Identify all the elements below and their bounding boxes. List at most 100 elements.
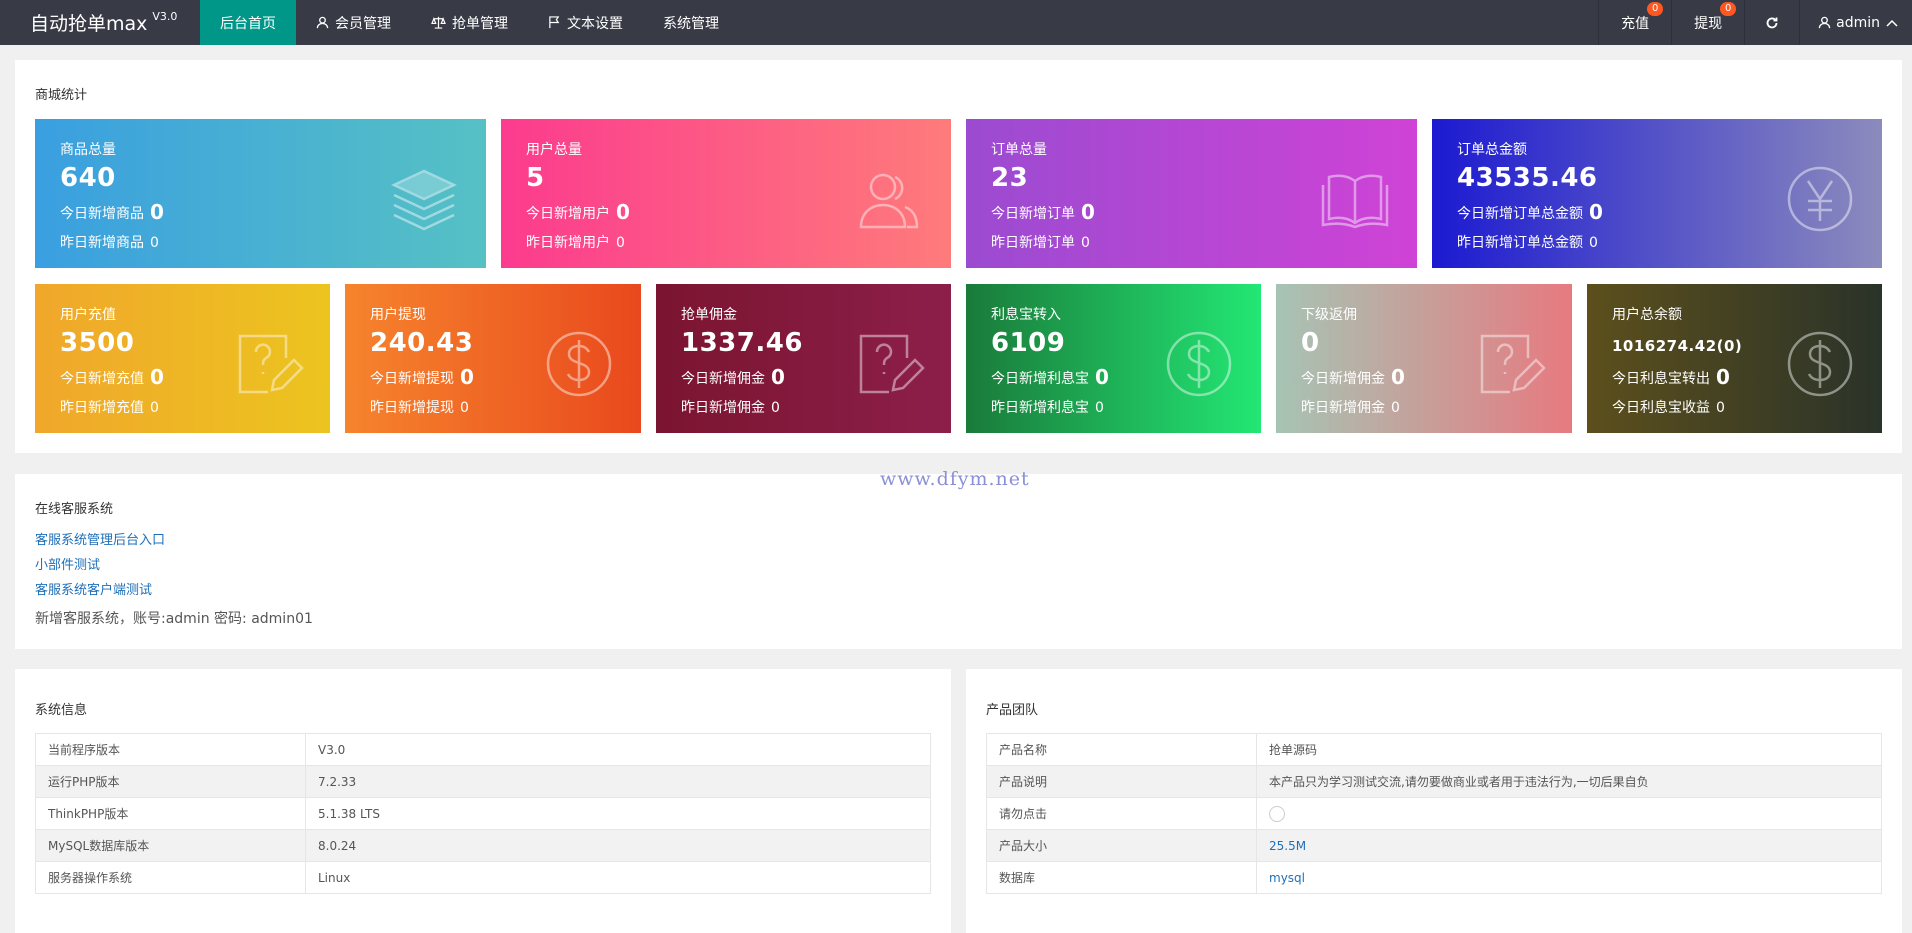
table-value: Linux: [305, 861, 931, 894]
card-yesterday: 今日利息宝收益 0: [1612, 397, 1725, 417]
nav-members[interactable]: 会员管理: [296, 0, 411, 45]
stat-card-subordinate: 下级返佣 0 今日新增佣金 0 昨日新增佣金 0: [1276, 284, 1572, 433]
yesterday-value: 0: [150, 400, 159, 416]
yen-icon: [1787, 166, 1853, 232]
stat-card-users: 用户总量 5 今日新增用户 0 昨日新增用户 0: [501, 119, 951, 268]
nav-home[interactable]: 后台首页: [200, 0, 296, 45]
table-row: 当前程序版本 V3.0: [35, 733, 931, 766]
user-menu[interactable]: admin: [1799, 0, 1912, 45]
main-nav: 后台首页 会员管理 抢单管理 文本设置 系统管理: [200, 0, 739, 45]
user-icon: [1818, 16, 1831, 29]
yesterday-label: 昨日新增提现: [370, 400, 454, 416]
table-key: 服务器操作系统: [35, 861, 306, 894]
question-edit-icon: [238, 334, 304, 394]
today-label: 今日新增佣金: [681, 371, 765, 387]
card-yesterday: 昨日新增充值 0: [60, 397, 159, 417]
table-value: 5.1.38 LTS: [305, 797, 931, 830]
stat-card-commission: 抢单佣金 1337.46 今日新增佣金 0 昨日新增佣金 0: [656, 284, 951, 433]
card-yesterday: 昨日新增订单总金额 0: [1457, 232, 1598, 252]
recharge-button[interactable]: 充值 0: [1598, 0, 1671, 45]
today-label: 今日新增利息宝: [991, 371, 1089, 387]
yesterday-value: 0: [1716, 400, 1725, 416]
card-label: 用户提现: [370, 307, 426, 323]
nav-home-label: 后台首页: [220, 15, 276, 32]
flag-icon: [548, 16, 561, 29]
table-row: MySQL数据库版本 8.0.24: [35, 829, 931, 862]
card-value: 240.43: [370, 328, 474, 358]
today-label: 今日新增商品: [60, 206, 144, 222]
withdraw-badge: 0: [1720, 2, 1737, 16]
card-value: 1016274.42(0): [1612, 337, 1743, 355]
today-value: 0: [460, 365, 474, 389]
dollar-icon: [1787, 331, 1853, 397]
nav-system-label: 系统管理: [663, 15, 719, 32]
stat-card-products: 商品总量 640 今日新增商品 0 昨日新增商品 0: [35, 119, 486, 268]
table-key: ThinkPHP版本: [35, 797, 306, 830]
widget-test-link[interactable]: 小部件测试: [35, 558, 101, 573]
product-size-link[interactable]: 25.5M: [1269, 838, 1307, 853]
card-label: 用户总余额: [1612, 307, 1682, 323]
card-yesterday: 昨日新增订单 0: [991, 232, 1090, 252]
stat-card-interest-in: 利息宝转入 6109 今日新增利息宝 0 昨日新增利息宝 0: [966, 284, 1261, 433]
nav-orders[interactable]: 抢单管理: [411, 0, 528, 45]
recharge-label: 充值: [1621, 15, 1650, 32]
table-key: 当前程序版本: [35, 733, 306, 766]
card-value: 640: [60, 163, 116, 193]
card-label: 用户充值: [60, 307, 116, 323]
table-value: 8.0.24: [305, 829, 931, 862]
chevron-up-icon: [1886, 19, 1898, 27]
withdraw-button[interactable]: 提现 0: [1671, 0, 1744, 45]
nav-text-settings[interactable]: 文本设置: [528, 0, 643, 45]
withdraw-label: 提现: [1694, 15, 1723, 32]
card-yesterday: 昨日新增提现 0: [370, 397, 469, 417]
user-icon: [316, 16, 329, 29]
service-admin-link[interactable]: 客服系统管理后台入口: [35, 533, 166, 548]
card-value: 43535.46: [1457, 163, 1598, 193]
today-value: 0: [616, 200, 630, 224]
table-value: V3.0: [305, 733, 931, 766]
today-value: 0: [1589, 200, 1603, 224]
app-version: V3.0: [152, 10, 178, 23]
today-value: 0: [1095, 365, 1109, 389]
database-link[interactable]: mysql: [1269, 870, 1305, 885]
yesterday-label: 昨日新增订单总金额: [1457, 235, 1583, 251]
today-value: 0: [150, 200, 164, 224]
card-today: 今日新增订单总金额 0: [1457, 199, 1603, 224]
card-value: 0: [1301, 328, 1320, 358]
user-name: admin: [1836, 14, 1880, 31]
card-value: 1337.46: [681, 328, 803, 358]
card-label: 利息宝转入: [991, 307, 1061, 323]
card-yesterday: 昨日新增佣金 0: [681, 397, 780, 417]
card-label: 订单总量: [991, 142, 1047, 158]
yesterday-label: 今日利息宝收益: [1612, 400, 1710, 416]
yesterday-label: 昨日新增佣金: [1301, 400, 1385, 416]
refresh-icon: [1765, 16, 1779, 30]
today-label: 今日新增订单: [991, 206, 1075, 222]
recharge-badge: 0: [1647, 2, 1664, 16]
client-test-link[interactable]: 客服系统客户端测试: [35, 583, 153, 598]
table-key: 产品说明: [986, 765, 1257, 798]
app-logo[interactable]: 自动抢单max V3.0: [0, 0, 200, 45]
card-today: 今日新增提现 0: [370, 364, 474, 389]
do-not-click-icon[interactable]: [1269, 805, 1285, 822]
table-row: 产品大小 25.5M: [986, 829, 1882, 862]
dollar-icon: [546, 331, 612, 397]
yesterday-value: 0: [1391, 400, 1400, 416]
yesterday-value: 0: [1095, 400, 1104, 416]
table-value: 本产品只为学习测试交流,请勿要做商业或者用于违法行为,一切后果自负: [1256, 765, 1882, 798]
dollar-icon: [1166, 331, 1232, 397]
table-key: 产品名称: [986, 733, 1257, 766]
yesterday-label: 昨日新增用户: [526, 235, 610, 251]
table-key: 产品大小: [986, 829, 1257, 862]
refresh-button[interactable]: [1744, 0, 1799, 45]
service-links: 客服系统管理后台入口 小部件测试 客服系统客户端测试: [35, 529, 165, 598]
table-row: 服务器操作系统 Linux: [35, 861, 931, 894]
yesterday-label: 昨日新增订单: [991, 235, 1075, 251]
card-value: 5: [526, 163, 545, 193]
top-header: 自动抢单max V3.0 后台首页 会员管理 抢单管理 文本设置 系统管理 充值 …: [0, 0, 1912, 45]
card-yesterday: 昨日新增用户 0: [526, 232, 625, 252]
card-label: 抢单佣金: [681, 307, 737, 323]
card-value: 23: [991, 163, 1029, 193]
nav-system[interactable]: 系统管理: [643, 0, 739, 45]
today-value: 0: [1081, 200, 1095, 224]
